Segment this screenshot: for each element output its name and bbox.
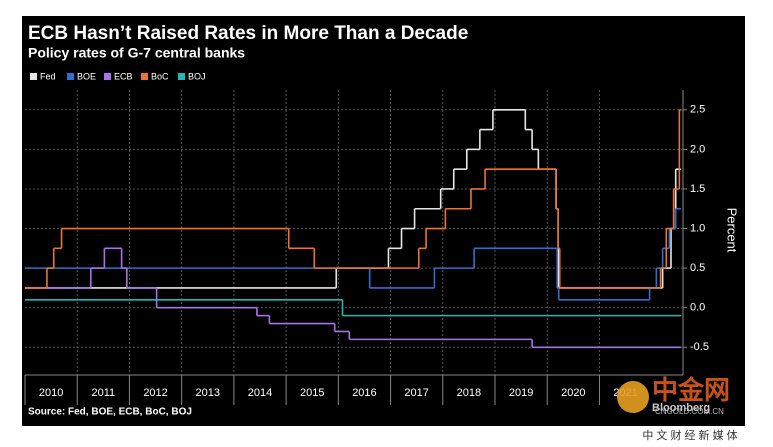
legend-label: BOJ bbox=[188, 71, 206, 81]
x-tick-label: 2017 bbox=[404, 387, 428, 399]
y-axis-label: Percent bbox=[725, 208, 740, 253]
y-tick-label: 2.0 bbox=[690, 143, 705, 155]
legend-label: BOE bbox=[77, 71, 96, 81]
chart-background bbox=[22, 16, 745, 426]
y-tick-label: -0.5 bbox=[690, 341, 709, 353]
step-end bbox=[679, 346, 682, 349]
y-tick-label: 0.0 bbox=[690, 302, 705, 314]
watermark: 中金网 CNGOLD.COM.CN Bloomberg bbox=[617, 375, 730, 416]
x-tick-label: 2013 bbox=[196, 387, 220, 399]
y-tick-label: 1.0 bbox=[690, 222, 705, 234]
plot: 2.5 2.0 1.5 1.0 0.5 0.0 -0.5 2010 2011 2012 2013 20… bbox=[24, 71, 709, 405]
x-tick-label: 2019 bbox=[509, 387, 533, 399]
y-tick-label: 0.5 bbox=[690, 262, 705, 274]
chart-title: ECB Hasn’t Raised Rates in More Than a D… bbox=[28, 23, 468, 44]
legend-swatch bbox=[67, 73, 74, 80]
source: Source: Fed, BOE, ECB, BoC, BOJ bbox=[28, 407, 192, 418]
series-line bbox=[25, 247, 682, 349]
x-tick-label: 2018 bbox=[457, 387, 481, 399]
x-tick-label: 2011 bbox=[92, 387, 116, 399]
legend-swatch bbox=[178, 73, 185, 80]
watermark-brand: Bloomberg bbox=[652, 402, 710, 414]
series-line bbox=[25, 108, 682, 289]
step-end bbox=[679, 207, 682, 210]
y-tick-label: 1.5 bbox=[690, 183, 705, 195]
x-tick-label: 2020 bbox=[561, 387, 585, 399]
watermark-tagline: 中 文 财 经 新 媒 体 bbox=[642, 428, 737, 442]
step-end bbox=[679, 108, 682, 111]
watermark-site: CNGOLD.COM.CN bbox=[655, 407, 724, 416]
legend-swatch bbox=[30, 73, 37, 80]
chart-subtitle: Policy rates of G-7 central banks bbox=[28, 45, 245, 61]
step-end bbox=[679, 314, 682, 317]
legend-label: BoC bbox=[151, 71, 169, 81]
x-tick-label: 2014 bbox=[248, 387, 272, 399]
legend-swatch bbox=[104, 73, 111, 80]
x-tick-label: 2010 bbox=[39, 387, 63, 399]
series-line bbox=[25, 298, 682, 317]
x-tick-label: 2016 bbox=[352, 387, 376, 399]
x-axis-band bbox=[25, 375, 683, 405]
legend-label: ECB bbox=[114, 71, 133, 81]
x-tick-label: 2012 bbox=[143, 387, 167, 399]
watermark-icon bbox=[617, 381, 649, 413]
legend-swatch bbox=[141, 73, 148, 80]
watermark-logo: 中金网 bbox=[652, 375, 730, 405]
y-tick-label: 2.5 bbox=[690, 104, 705, 116]
watermark-band bbox=[610, 426, 773, 447]
x-tick-label: 2015 bbox=[300, 387, 324, 399]
legend-label: Fed bbox=[40, 71, 56, 81]
